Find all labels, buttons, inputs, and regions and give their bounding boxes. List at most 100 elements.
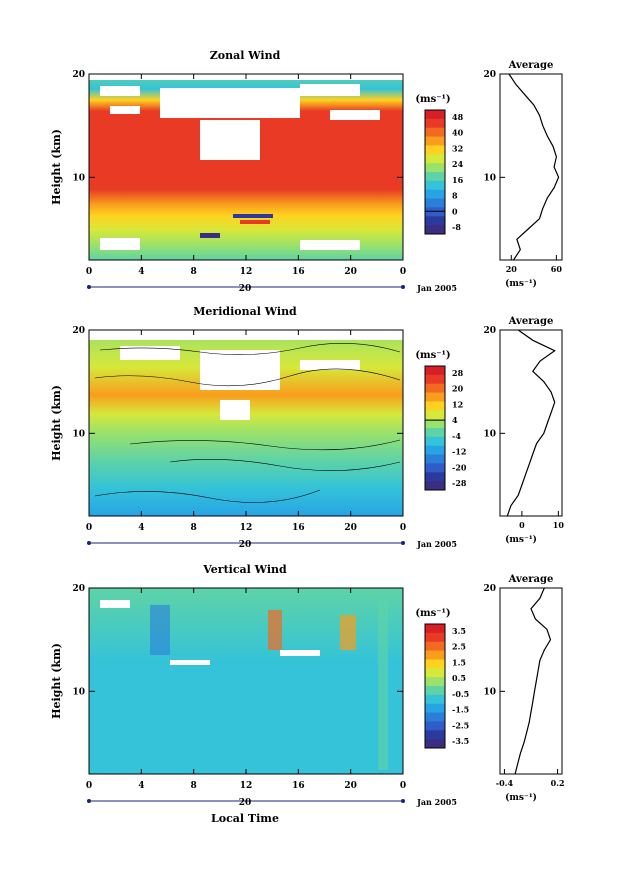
meridional-day-marker-right bbox=[401, 541, 405, 545]
zonal-y-tick-label: 20 bbox=[72, 70, 85, 80]
meridional-colorbar-tick-label: 12 bbox=[452, 399, 463, 409]
meridional-average-x-tick-label: 10 bbox=[553, 520, 565, 530]
vertical-colorbar-tick-label: -2.5 bbox=[452, 720, 469, 730]
vertical-colorbar-swatch bbox=[425, 703, 445, 714]
zonal-average-xlabel: (ms⁻¹) bbox=[505, 278, 537, 289]
meridional-colorbar-swatch bbox=[425, 454, 445, 464]
vertical-colorbar-tick-label: 0.5 bbox=[452, 673, 466, 683]
vertical-colorbar-swatch bbox=[425, 624, 445, 634]
zonal-colorbar-tick-label: 24 bbox=[452, 159, 464, 169]
vertical-day-label: 20 bbox=[239, 798, 252, 808]
vertical-colorbar-tick-label: -0.5 bbox=[452, 689, 469, 699]
zonal-average-frame bbox=[499, 73, 563, 261]
meridional-colorbar-swatch bbox=[425, 410, 445, 420]
zonal-colorbar-swatch bbox=[425, 189, 445, 200]
meridional-day-marker-left bbox=[87, 541, 91, 545]
zonal-colorbar-frame bbox=[424, 109, 446, 235]
meridional-y-tick-label: 10 bbox=[72, 429, 85, 439]
meridional-x-tick-label: 8 bbox=[191, 523, 197, 533]
vertical-title: Vertical Wind bbox=[202, 563, 287, 576]
zonal-colorbar-unit: (ms⁻¹) bbox=[415, 94, 450, 105]
vertical-x-tick-label: 16 bbox=[292, 781, 305, 791]
zonal-colorbar-swatch bbox=[425, 118, 445, 129]
zonal-colorbar-swatch bbox=[425, 145, 445, 155]
meridional-colorbar-tick-label: -4 bbox=[452, 431, 461, 441]
zonal-average-title: Average bbox=[508, 60, 554, 71]
zonal-colorbar-swatch bbox=[425, 180, 445, 191]
vertical-average-y-tick-label: 10 bbox=[483, 687, 496, 697]
zonal-colorbar-tick-label: 0 bbox=[452, 206, 458, 216]
meridional-date-label: Jan 2005 bbox=[416, 539, 457, 549]
zonal-y-tick-label: 10 bbox=[72, 173, 85, 183]
vertical-panel: Vertical Wind Height (km) bbox=[50, 563, 404, 775]
vertical-colorbar-unit: (ms⁻¹) bbox=[415, 608, 450, 619]
meridional-x-tick-label: 12 bbox=[240, 523, 253, 533]
meridional-contours bbox=[94, 343, 401, 503]
meridional-colorbar-tick-label: 4 bbox=[452, 415, 458, 425]
vertical-features bbox=[100, 600, 388, 770]
zonal-colorbar-swatch bbox=[425, 154, 445, 164]
zonal-colorbar-swatch bbox=[425, 216, 445, 226]
zonal-colorbar-swatch bbox=[425, 110, 445, 120]
meridional-colorbar-swatch bbox=[425, 419, 445, 429]
meridional-colorbar-tick-label: -20 bbox=[452, 462, 467, 472]
meridional-ylabel: Height (km) bbox=[50, 385, 63, 461]
vertical-x-tick-label: 20 bbox=[344, 781, 357, 791]
meridional-colorbar-unit: (ms⁻¹) bbox=[415, 350, 450, 361]
meridional-colorbar-swatch bbox=[425, 383, 445, 394]
meridional-colorbar-swatch bbox=[425, 401, 445, 411]
vertical-date-label: Jan 2005 bbox=[416, 797, 457, 807]
vertical-colorbar-swatch bbox=[425, 739, 445, 749]
zonal-panel: Zonal Wind Height (km) bbox=[50, 49, 404, 261]
vertical-y-tick-label: 10 bbox=[72, 687, 85, 697]
vertical-colorbar-swatch bbox=[425, 632, 445, 643]
zonal-colorbar-swatch bbox=[425, 163, 445, 173]
meridional-colorbar-tick-label: -28 bbox=[452, 478, 467, 488]
meridional-colorbar-swatch bbox=[425, 392, 445, 402]
zonal-colorbar-tick-label: 32 bbox=[452, 143, 463, 153]
zonal-average-line bbox=[508, 73, 560, 261]
vertical-colorbar-tick-label: 2.5 bbox=[452, 642, 466, 652]
zonal-x-tick-label: 8 bbox=[191, 267, 197, 277]
zonal-colorbar-swatch bbox=[425, 172, 445, 182]
meridional-average-x-tick-label: 0 bbox=[519, 520, 525, 530]
vertical-average-frame bbox=[499, 587, 563, 775]
zonal-x-tick-label: 20 bbox=[344, 267, 357, 277]
zonal-colorbar-swatch bbox=[425, 127, 445, 138]
zonal-average-y-tick-label: 10 bbox=[483, 173, 496, 183]
x-axis-title: Local Time bbox=[211, 812, 279, 825]
vertical-average-y-tick-label: 20 bbox=[483, 584, 496, 594]
vertical-x-tick-label: 12 bbox=[240, 781, 253, 791]
vertical-x-tick-label: 8 bbox=[191, 781, 197, 791]
vertical-average-x-tick-label: 0.2 bbox=[551, 778, 565, 788]
vertical-colorbar-swatch bbox=[425, 694, 445, 705]
meridional-colorbar-tick-label: 28 bbox=[452, 368, 464, 378]
meridional-x-tick-label: 16 bbox=[292, 523, 305, 533]
meridional-colorbar-swatch bbox=[425, 472, 445, 482]
meridional-colorbar-swatch bbox=[425, 463, 445, 473]
meridional-average-y-tick-label: 10 bbox=[483, 429, 496, 439]
zonal-colorbar-swatch bbox=[425, 136, 445, 146]
zonal-colorbar-tick-label: 8 bbox=[452, 191, 458, 201]
vertical-colorbar-swatch bbox=[425, 712, 445, 722]
vertical-x-tick-label: 4 bbox=[138, 781, 144, 791]
zonal-colorbar-tick-label: 16 bbox=[452, 175, 464, 185]
meridional-x-tick-label: 20 bbox=[344, 523, 357, 533]
vertical-colorbar-swatch bbox=[425, 641, 445, 652]
vertical-colorbar-tick-label: -3.5 bbox=[452, 736, 469, 746]
meridional-colorbar-swatch bbox=[425, 481, 445, 491]
vertical-colorbar-swatch bbox=[425, 677, 445, 687]
meridional-colorbar-swatch bbox=[425, 374, 445, 385]
vertical-y-tick-label: 20 bbox=[72, 584, 85, 594]
meridional-average-line bbox=[506, 329, 556, 517]
meridional-colorbar-tick-label: -12 bbox=[452, 447, 466, 457]
zonal-colorbar-tick-label: 40 bbox=[452, 128, 464, 138]
meridional-x-tick-label: 0 bbox=[86, 523, 92, 533]
zonal-day-marker-left bbox=[87, 285, 91, 289]
meridional-day-label: 20 bbox=[239, 540, 252, 550]
zonal-negative-patch bbox=[200, 214, 273, 238]
vertical-colorbar-swatch bbox=[425, 721, 445, 731]
